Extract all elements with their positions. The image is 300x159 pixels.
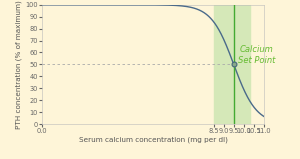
Y-axis label: PTH concentration (% of maximum): PTH concentration (% of maximum) — [16, 0, 22, 129]
Text: Calcium
Set Point: Calcium Set Point — [238, 45, 276, 65]
Bar — [214, 5, 250, 124]
X-axis label: Serum calcium concentration (mg per dl): Serum calcium concentration (mg per dl) — [79, 137, 227, 143]
